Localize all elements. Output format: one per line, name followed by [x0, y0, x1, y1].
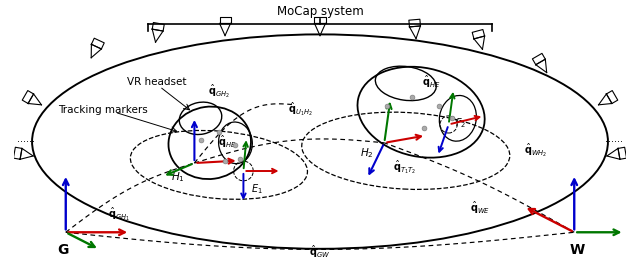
Text: $H_2$: $H_2$ — [360, 146, 373, 160]
Text: $\hat{\mathbf{q}}_{T_1T_2}$: $\hat{\mathbf{q}}_{T_1T_2}$ — [393, 159, 416, 176]
Text: MoCap system: MoCap system — [276, 5, 364, 18]
Text: G: G — [57, 243, 68, 257]
Text: $\hat{\mathbf{q}}_{GW}$: $\hat{\mathbf{q}}_{GW}$ — [309, 244, 331, 260]
Text: ......: ...... — [605, 134, 623, 144]
Text: $\hat{\mathbf{q}}_{WH_2}$: $\hat{\mathbf{q}}_{WH_2}$ — [524, 142, 547, 160]
Text: $\hat{\mathbf{q}}_{HE}$: $\hat{\mathbf{q}}_{HE}$ — [218, 134, 236, 150]
Text: $H_1$: $H_1$ — [172, 170, 185, 184]
Text: Tracking markers: Tracking markers — [58, 105, 148, 115]
Text: $\hat{\mathbf{q}}_{HE}$: $\hat{\mathbf{q}}_{HE}$ — [422, 73, 441, 90]
Text: $E_1$: $E_1$ — [251, 182, 262, 196]
Text: ......: ...... — [17, 134, 35, 144]
Text: VR headset: VR headset — [127, 77, 186, 86]
Text: $F_2$: $F_2$ — [455, 116, 466, 130]
Text: $\hat{\mathbf{q}}_{WE}$: $\hat{\mathbf{q}}_{WE}$ — [470, 200, 490, 216]
Text: $\hat{\mathbf{q}}_{GH_2}$: $\hat{\mathbf{q}}_{GH_2}$ — [208, 83, 230, 100]
Text: $\hat{\mathbf{q}}_{U_1H_2}$: $\hat{\mathbf{q}}_{U_1H_2}$ — [288, 101, 313, 118]
Text: $\hat{\mathbf{q}}_{GH_1}$: $\hat{\mathbf{q}}_{GH_1}$ — [108, 205, 130, 222]
Text: W: W — [570, 243, 585, 257]
